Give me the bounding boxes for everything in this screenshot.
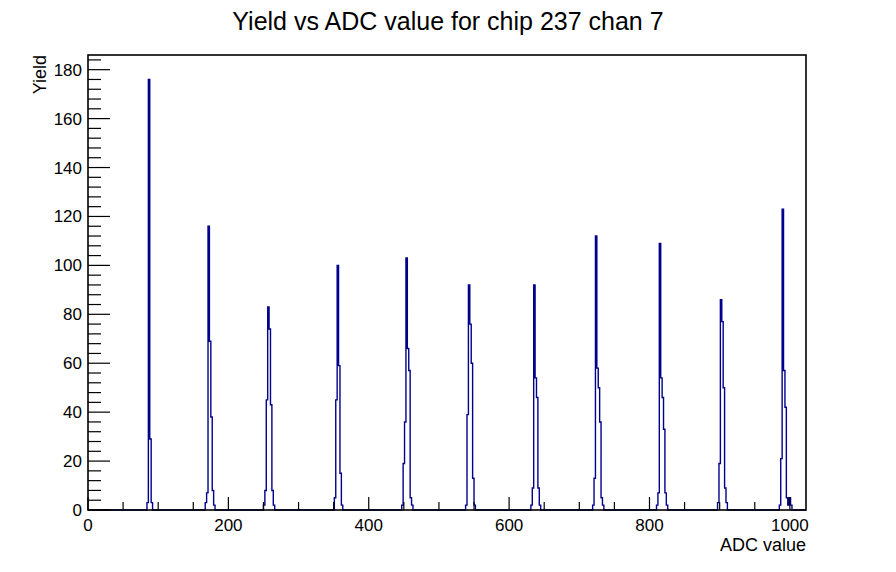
x-tick-label: 0 xyxy=(83,516,92,535)
y-tick-label: 100 xyxy=(54,256,82,275)
x-tick-label: 1000 xyxy=(771,516,809,535)
x-tick-label: 600 xyxy=(495,516,523,535)
y-tick-label: 60 xyxy=(63,354,82,373)
y-tick-label: 120 xyxy=(54,207,82,226)
x-tick-label: 400 xyxy=(355,516,383,535)
y-tick-label: 140 xyxy=(54,159,82,178)
x-tick-label: 200 xyxy=(214,516,242,535)
plot-area: 0 20 40 60 80 100 120 140 160 180 0 200 400 600 800 100… xyxy=(0,0,896,572)
plot-frame xyxy=(88,55,806,510)
y-tick-label: 160 xyxy=(54,110,82,129)
y-tick-label: 80 xyxy=(63,305,82,324)
y-tick-label: 180 xyxy=(54,61,82,80)
y-tick-label: 40 xyxy=(63,403,82,422)
x-tick-label: 800 xyxy=(635,516,663,535)
y-tick-label: 20 xyxy=(63,452,82,471)
root-canvas: Yield vs ADC value for chip 237 chan 7 Y… xyxy=(0,0,896,572)
y-tick-label: 0 xyxy=(73,501,82,520)
histogram-line xyxy=(88,79,806,510)
